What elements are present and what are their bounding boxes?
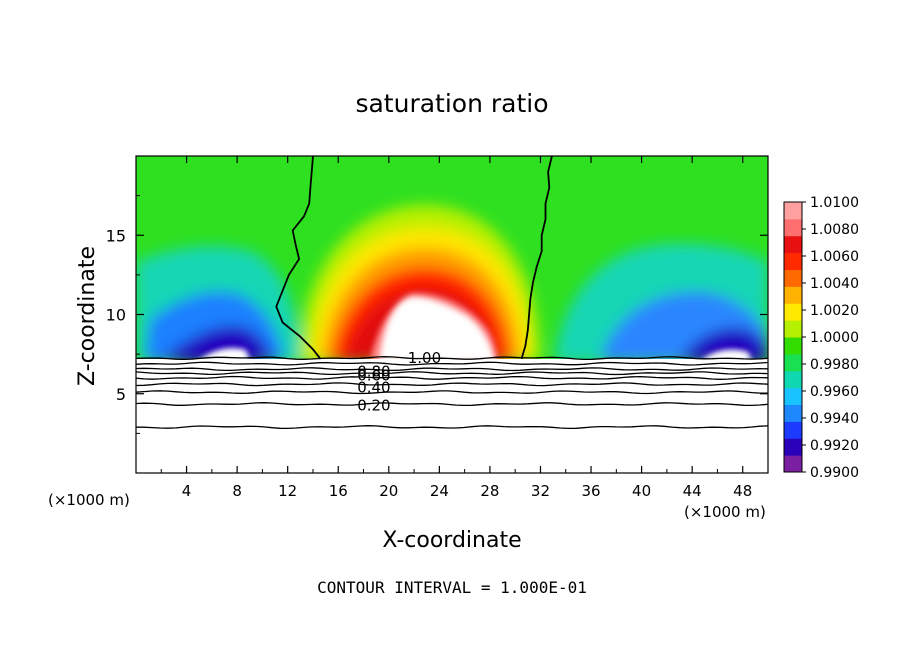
x-tick-label: 28 — [480, 482, 499, 500]
x-unit-label-left: (×1000 m) — [48, 491, 130, 509]
x-tick-label: 8 — [232, 482, 242, 500]
x-tick-label: 20 — [379, 482, 398, 500]
colorbar-swatch — [784, 218, 802, 237]
contour-labels: 1.00 0.800.600.400.20 — [357, 349, 441, 415]
contour-line — [136, 356, 768, 361]
colorbar-swatch — [784, 421, 802, 439]
colorbar-swatch — [784, 235, 802, 254]
heatmap-field — [136, 156, 768, 473]
colorbar-label: 0.9960 — [810, 384, 859, 400]
colorbar-swatch — [784, 370, 802, 389]
x-tick-label: 44 — [683, 482, 702, 500]
colorbar-label: 1.0000 — [810, 330, 859, 346]
x-tick-label: 16 — [329, 482, 348, 500]
saturation-contour-left — [275, 156, 322, 360]
colorbar-label: 0.9940 — [810, 411, 859, 427]
colorbar-label: 1.0060 — [810, 249, 859, 265]
contour-line — [136, 390, 768, 395]
colorbar-label: 1.0040 — [810, 276, 859, 292]
contour-label: 0.60 — [357, 367, 390, 385]
x-tick-label: 12 — [278, 482, 297, 500]
colorbar-swatch — [784, 337, 802, 355]
contour-line — [136, 425, 768, 430]
y-tick-label: 5 — [116, 385, 126, 404]
colorbar-swatch — [784, 252, 802, 271]
y-axis-label: Z-coordinate — [75, 246, 100, 386]
colorbar-label: 0.9900 — [810, 465, 859, 481]
colorbar-label: 0.9980 — [810, 357, 859, 373]
contour-label: 0.20 — [357, 397, 390, 415]
x-tick-label: 24 — [430, 482, 449, 500]
colorbar-swatch — [784, 387, 802, 406]
colorbar-swatch — [784, 455, 802, 473]
colorbar-swatch — [784, 202, 802, 220]
colorbar-swatch — [784, 286, 802, 304]
contour-label: 1.00 — [408, 349, 441, 367]
colorbar-swatch — [784, 320, 802, 338]
colorbar: 1.0100 1.0080 1.0060 1.0040 1.0020 1.0000 0.99… — [783, 195, 859, 481]
contour-line — [136, 371, 768, 376]
x-unit-label-right: (×1000 m) — [684, 503, 766, 521]
contour-interval-annotation: CONTOUR INTERVAL = 1.000E-01 — [317, 578, 587, 597]
x-tick-label: 4 — [182, 482, 192, 500]
colorbar-label: 1.0100 — [810, 195, 859, 211]
colorbar-swatch — [784, 303, 802, 321]
colorbar-swatch — [784, 438, 802, 456]
chart-title: saturation ratio — [355, 89, 548, 118]
colorbar-swatch — [784, 353, 802, 372]
y-axis: 5 10 15 — [106, 195, 768, 434]
x-tick-label: 32 — [531, 482, 550, 500]
x-axis-label: X-coordinate — [382, 528, 521, 553]
y-tick-label: 15 — [106, 226, 126, 245]
colorbar-label: 1.0020 — [810, 303, 859, 319]
colorbar-swatch — [784, 404, 802, 422]
region-left-base-white — [198, 348, 250, 362]
colorbar-label: 1.0080 — [810, 222, 859, 238]
contour-label: 0.40 — [357, 378, 390, 396]
x-axis: 4 8 12 16 20 24 28 32 36 40 44 48 — [160, 156, 752, 500]
contour-line — [136, 382, 768, 387]
y-tick-label: 10 — [106, 306, 126, 325]
colorbar-label: 0.9920 — [810, 438, 859, 454]
contour-line — [136, 361, 768, 366]
colorbar-swatch — [784, 269, 802, 287]
contour-line — [136, 402, 768, 407]
x-tick-label: 48 — [733, 482, 752, 500]
saturation-contour-right — [520, 156, 553, 360]
lower-contours — [136, 356, 768, 430]
contour-line — [136, 367, 768, 372]
contour-line — [136, 375, 768, 380]
region-core-white — [380, 297, 494, 362]
x-tick-label: 40 — [632, 482, 651, 500]
contour-label: 0.80 — [357, 363, 390, 381]
x-tick-label: 36 — [581, 482, 600, 500]
